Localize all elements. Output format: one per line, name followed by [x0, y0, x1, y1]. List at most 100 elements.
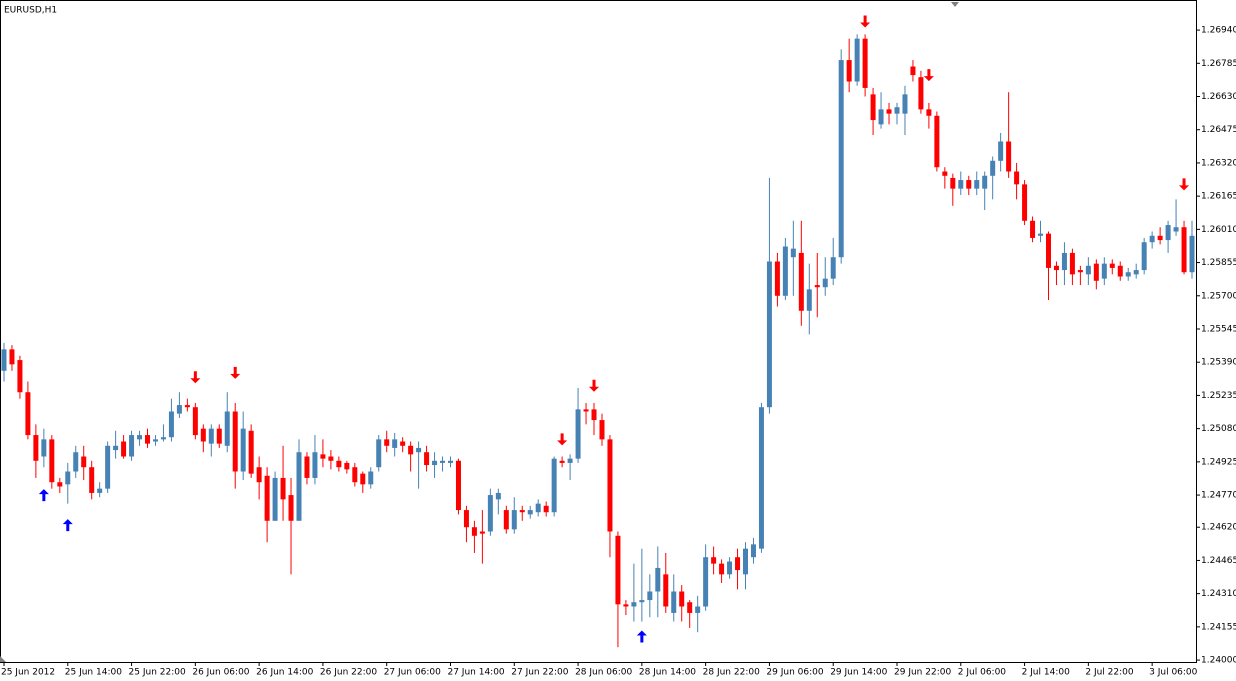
candle-body [551, 458, 557, 513]
x-tick-label: 29 Jun 14:00 [830, 668, 887, 678]
candle-body [838, 60, 844, 258]
x-tick-label: 28 Jun 22:00 [703, 668, 760, 678]
candle-body [272, 477, 278, 521]
x-tick-label: 2 Jul 14:00 [1022, 668, 1071, 678]
candle-body [1165, 225, 1171, 241]
candle-body [735, 557, 741, 571]
candle-body [368, 471, 374, 485]
y-tick-label: 1.24620 [1201, 523, 1236, 533]
candle-body [17, 360, 23, 393]
candle-body [137, 435, 143, 440]
candle-body [647, 591, 653, 601]
candle-body [862, 38, 868, 88]
sell-arrow [923, 69, 934, 82]
candle-body [1085, 265, 1091, 275]
candle-body [998, 141, 1004, 161]
x-tick-label: 25 Jun 14:00 [65, 668, 122, 678]
candle-body [727, 561, 733, 575]
candle-body [280, 477, 286, 500]
x-tick-label: 2 Jul 22:00 [1085, 668, 1134, 678]
candle-body [312, 452, 318, 478]
candle-body [750, 544, 756, 558]
candle-body [9, 349, 15, 365]
candle-body [679, 591, 685, 607]
candle-body [503, 510, 509, 530]
candle-body [432, 460, 438, 466]
candle-body [854, 38, 860, 82]
x-tick-label: 26 Jun 06:00 [192, 668, 249, 678]
y-tick-label: 1.25390 [1201, 358, 1236, 368]
candle-body [591, 409, 597, 421]
candle-body [400, 441, 406, 446]
candle-body [463, 510, 469, 528]
candle-body [33, 435, 39, 461]
candle-body [535, 503, 541, 513]
candle-body [65, 471, 71, 485]
x-tick-label: 28 Jun 14:00 [639, 668, 696, 678]
candle-body [639, 600, 645, 603]
candle-body [519, 510, 525, 513]
corner-marker [0, 656, 6, 662]
candle-body [1093, 263, 1099, 281]
candle-body [57, 482, 63, 487]
candle-body [1181, 227, 1187, 273]
y-tick-label: 1.24000 [1201, 656, 1236, 666]
candle-body [224, 411, 230, 446]
candle-body [176, 405, 182, 414]
x-tick-label: 28 Jun 06:00 [575, 668, 632, 678]
sell-arrow [230, 366, 241, 379]
candle-body [487, 495, 493, 532]
candle-body [392, 439, 398, 448]
candle-body [248, 430, 254, 474]
candle-body [208, 428, 214, 444]
candle-body [168, 411, 174, 438]
candle-body [320, 454, 326, 459]
candle-body [1141, 242, 1147, 271]
candle-body [424, 452, 430, 466]
candle-body [1125, 272, 1131, 277]
candle-body [583, 409, 589, 412]
candle-body [663, 574, 669, 607]
candle-body [926, 109, 932, 116]
candle-body [711, 557, 717, 564]
y-tick-label: 1.25700 [1201, 291, 1236, 301]
candle-body [1117, 265, 1123, 277]
candle-body [870, 94, 876, 121]
candle-body [575, 409, 581, 459]
candle-body [798, 252, 804, 311]
candle-body [1006, 141, 1012, 172]
candle-body [703, 557, 709, 607]
y-tick-label: 1.26165 [1201, 192, 1236, 202]
candle-body [416, 447, 422, 453]
candle-body [1077, 270, 1083, 273]
x-tick-label: 27 Jun 14:00 [447, 668, 504, 678]
x-tick-label: 29 Jun 06:00 [766, 668, 823, 678]
candle-body [1109, 263, 1115, 268]
candle-body [440, 460, 446, 463]
candle-body [145, 435, 151, 444]
candle-body [41, 439, 47, 457]
candle-body [384, 439, 390, 446]
candle-body [232, 411, 238, 472]
y-tick-label: 1.24465 [1201, 556, 1236, 566]
candle-body [974, 180, 980, 189]
shift-marker [951, 2, 959, 7]
candle-body [105, 445, 111, 489]
candle-body [743, 548, 749, 575]
x-tick-label: 27 Jun 22:00 [511, 668, 568, 678]
candle-body [479, 531, 485, 534]
candle-body [878, 109, 884, 125]
candle-body [790, 248, 796, 258]
y-tick-label: 1.24925 [1201, 457, 1236, 467]
x-tick-label: 26 Jun 22:00 [320, 668, 377, 678]
candle-body [97, 488, 103, 493]
buy-arrow [62, 519, 73, 532]
x-tick-label: 29 Jun 22:00 [894, 668, 951, 678]
candle-body [886, 109, 892, 114]
candle-body [758, 407, 764, 549]
candle-body [942, 171, 948, 176]
sell-arrow [1179, 178, 1190, 191]
candle-body [910, 66, 916, 76]
candle-body [966, 180, 972, 189]
candle-body [1038, 233, 1044, 236]
